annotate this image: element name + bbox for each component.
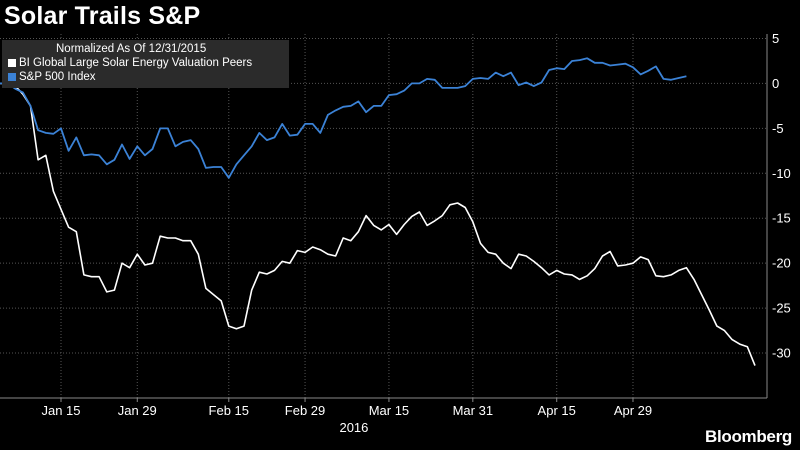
legend-label-solar: BI Global Large Solar Energy Valuation P… [19,57,253,69]
chart-subtitle: Normalized As Of 12/31/2015 [56,43,207,55]
y-tick-label: 5 [772,31,779,46]
x-tick-label: Jan 15 [41,403,80,418]
x-tick-label: Jan 29 [118,403,157,418]
legend-entry-solar: BI Global Large Solar Energy Valuation P… [2,56,289,70]
y-tick-label: -20 [772,256,791,271]
x-tick-label: Feb 15 [209,403,249,418]
y-tick-label: 0 [772,76,779,91]
series-line-sp500 [0,57,687,179]
legend: Normalized As Of 12/31/2015 BI Global La… [2,40,289,88]
bloomberg-logo: Bloomberg [704,427,792,446]
y-tick-label: -15 [772,211,791,226]
x-tick-label: Mar 15 [369,403,409,418]
legend-swatch-solar [8,59,16,67]
axes: 5 0 -5 -10 -15 -20 -25 -30 Jan 15 Jan 29 Feb 15 Feb… [0,31,791,435]
y-tick-label: -25 [772,301,791,316]
legend-entry-sp500: S&P 500 Index [2,70,289,84]
y-tick-label: -10 [772,166,791,181]
x-tick-label: Apr 29 [614,403,652,418]
x-axis-year-label: 2016 [339,420,368,435]
y-tick-label: -5 [772,121,784,136]
x-tick-label: Feb 29 [285,403,325,418]
x-tick-label: Mar 31 [453,403,493,418]
y-tick-label: -30 [772,346,791,361]
legend-label-sp500: S&P 500 Index [19,71,96,83]
x-tick-label: Apr 15 [538,403,576,418]
series-line-solar [0,82,756,366]
gridlines [0,34,767,398]
series-lines [0,57,756,366]
legend-swatch-sp500 [8,73,16,81]
chart-title: Solar Trails S&P [4,2,201,30]
